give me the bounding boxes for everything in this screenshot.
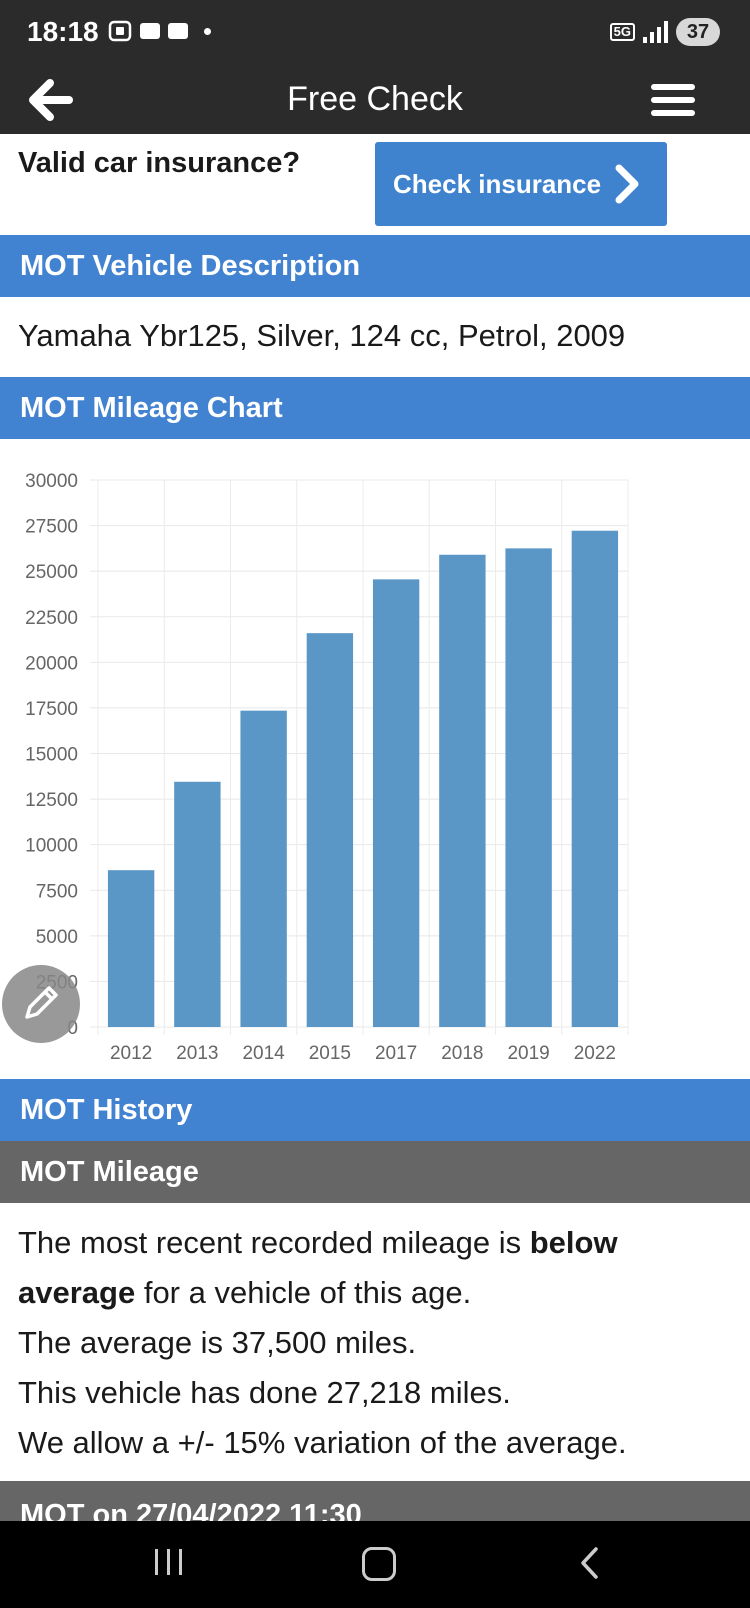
edit-button[interactable] bbox=[2, 965, 80, 1043]
back-button[interactable] bbox=[28, 79, 74, 121]
home-button[interactable] bbox=[362, 1547, 396, 1581]
menu-button[interactable] bbox=[651, 84, 695, 120]
status-bar: 18:18 5G 37 bbox=[0, 0, 750, 66]
app-bar: Free Check bbox=[0, 66, 750, 134]
bar-2018 bbox=[439, 554, 486, 1027]
notification-icon bbox=[140, 23, 160, 39]
mileage-chart: 0250050007500100001250015000175002000022… bbox=[25, 471, 629, 1064]
x-tick-label: 2022 bbox=[574, 1043, 616, 1064]
variation-note: We allow a +/- 15% variation of the aver… bbox=[18, 1425, 627, 1460]
y-tick-label: 7500 bbox=[36, 881, 78, 902]
x-tick-label: 2013 bbox=[176, 1043, 218, 1064]
x-tick-label: 2018 bbox=[441, 1043, 483, 1064]
notification-icons bbox=[108, 20, 211, 42]
y-tick-label: 30000 bbox=[25, 471, 78, 492]
check-insurance-label: Check insurance bbox=[393, 169, 602, 199]
pencil-icon bbox=[25, 986, 58, 1019]
bar-2014 bbox=[240, 710, 287, 1027]
y-tick-label: 5000 bbox=[36, 927, 78, 948]
notification-icon bbox=[168, 23, 188, 39]
arrow-left-icon bbox=[29, 79, 73, 121]
bar-2017 bbox=[372, 579, 420, 1027]
x-tick-label: 2019 bbox=[507, 1043, 549, 1064]
y-tick-label: 0 bbox=[67, 1018, 78, 1039]
bar-2013 bbox=[174, 781, 221, 1027]
vehicle-mileage: This vehicle has done 27,218 miles. bbox=[18, 1375, 511, 1410]
navigation-bar bbox=[0, 1521, 750, 1608]
mileage-summary: The most recent recorded mileage is belo… bbox=[18, 1218, 627, 1468]
signal-icon bbox=[643, 21, 668, 43]
y-tick-label: 27500 bbox=[25, 517, 78, 538]
bar-2022 bbox=[571, 530, 619, 1027]
y-tick-label: 10000 bbox=[25, 836, 78, 857]
mileage-summary-line: The most recent recorded mileage is belo… bbox=[18, 1225, 618, 1260]
x-tick-label: 2014 bbox=[242, 1043, 285, 1064]
more-notifications-icon bbox=[204, 27, 211, 35]
vehicle-description-header: MOT Vehicle Description bbox=[0, 235, 750, 297]
insurance-question: Valid car insurance? bbox=[18, 147, 301, 179]
bar-2015 bbox=[306, 633, 354, 1027]
mileage-chart-header: MOT Mileage Chart bbox=[0, 377, 750, 439]
status-time: 18:18 bbox=[27, 16, 99, 47]
mileage-summary-line: average for a vehicle of this age. bbox=[18, 1275, 472, 1310]
check-insurance-button[interactable]: Check insurance bbox=[375, 142, 667, 226]
y-tick-label: 22500 bbox=[25, 608, 78, 629]
vehicle-description: Yamaha Ybr125, Silver, 124 cc, Petrol, 2… bbox=[18, 318, 626, 353]
y-tick-label: 25000 bbox=[25, 562, 78, 583]
x-tick-label: 2015 bbox=[309, 1043, 351, 1064]
nav-back-icon[interactable] bbox=[578, 1545, 602, 1581]
x-tick-label: 2012 bbox=[110, 1043, 152, 1064]
y-tick-label: 15000 bbox=[25, 745, 78, 766]
hamburger-icon bbox=[651, 84, 695, 90]
status-indicators: 5G 37 bbox=[609, 18, 720, 46]
x-tick-label: 2017 bbox=[375, 1043, 417, 1064]
page-title: Free Check bbox=[287, 80, 463, 118]
y-tick-label: 17500 bbox=[25, 699, 78, 720]
recent-apps-button[interactable] bbox=[155, 1549, 182, 1575]
y-tick-label: 12500 bbox=[25, 790, 78, 811]
bar-2019 bbox=[505, 548, 552, 1027]
screenshot-icon bbox=[108, 20, 132, 42]
bar-2012 bbox=[107, 870, 155, 1027]
battery-icon: 37 bbox=[676, 18, 720, 46]
chevron-right-icon bbox=[615, 164, 639, 204]
network-type-icon: 5G bbox=[609, 23, 635, 41]
y-tick-label: 20000 bbox=[25, 653, 78, 674]
mot-history-header: MOT History bbox=[0, 1079, 750, 1141]
average-mileage: The average is 37,500 miles. bbox=[18, 1325, 417, 1360]
mot-record-header[interactable]: MOT on 27/04/2022 11:30 bbox=[0, 1481, 750, 1521]
mot-mileage-header: MOT Mileage bbox=[0, 1141, 750, 1203]
